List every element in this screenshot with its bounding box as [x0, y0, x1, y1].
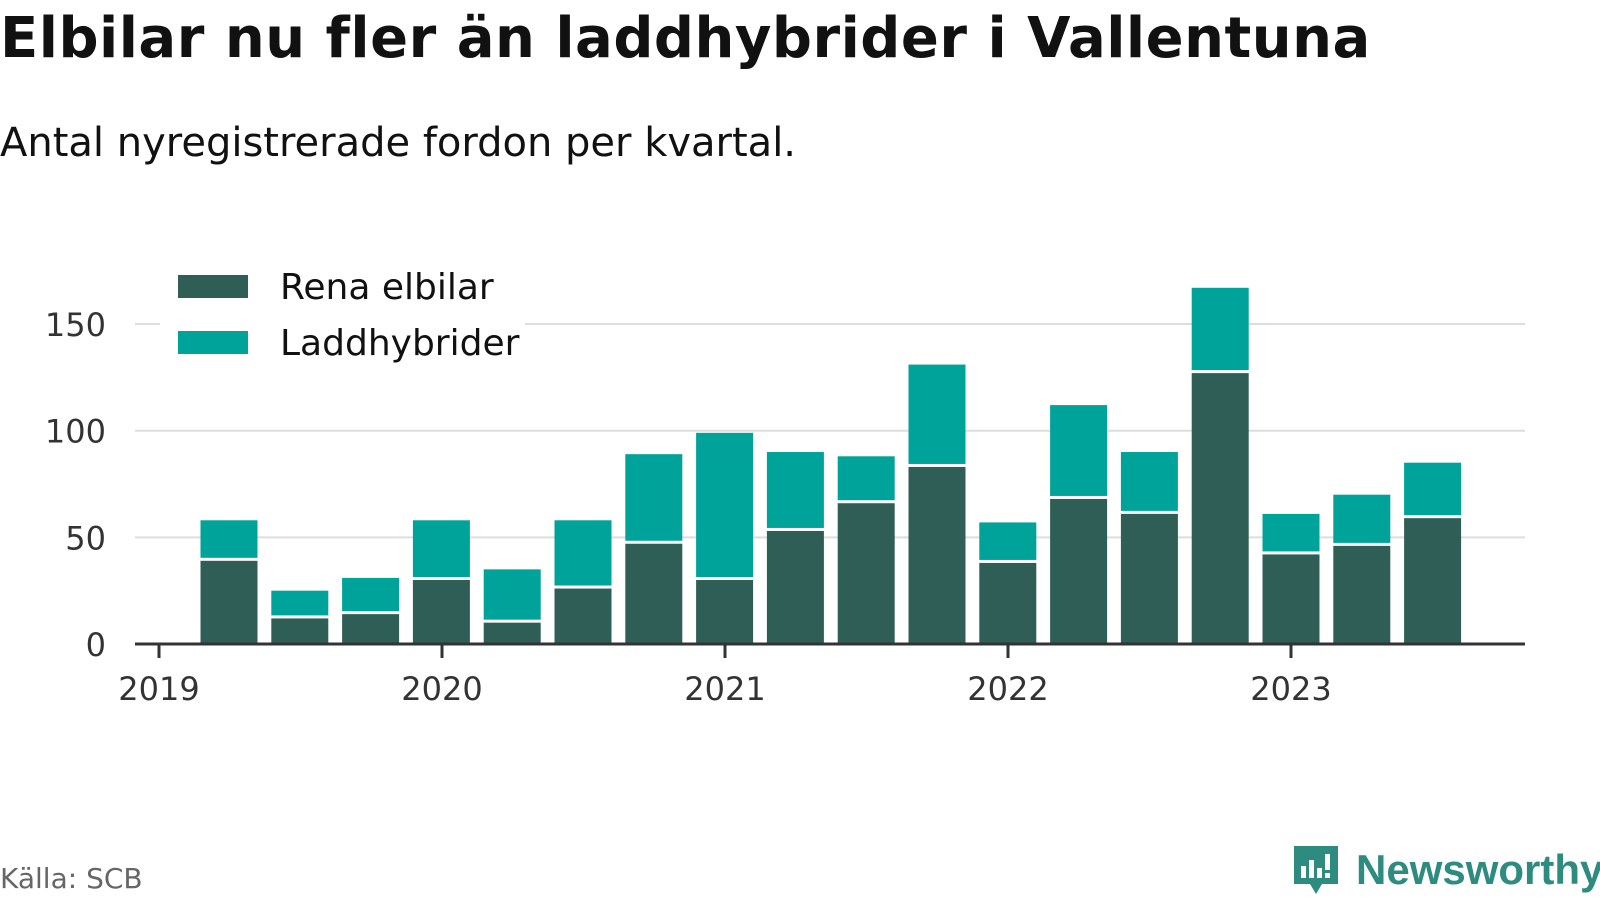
bar-rena-elbilar — [1191, 373, 1249, 644]
bar-laddhybrider — [1262, 513, 1320, 552]
bar-rena-elbilar — [412, 580, 470, 644]
bar-laddhybrider — [483, 569, 541, 620]
bar-laddhybrider — [837, 456, 895, 501]
bar-rena-elbilar — [1120, 513, 1178, 644]
y-tick-label: 100 — [45, 413, 106, 451]
bar-laddhybrider — [766, 452, 824, 528]
brand-name: Newsworthy — [1356, 846, 1600, 893]
bar-rena-elbilar — [200, 560, 258, 644]
bar-rena-elbilar — [1050, 498, 1108, 644]
bar-laddhybrider — [1120, 452, 1178, 511]
bar-rena-elbilar — [342, 614, 400, 644]
bar-laddhybrider — [271, 590, 329, 616]
x-tick-label: 2021 — [684, 670, 765, 708]
newsworthy-logo-icon — [1294, 846, 1338, 894]
bar-rena-elbilar — [837, 503, 895, 644]
legend-swatch — [178, 331, 248, 354]
bar-rena-elbilar — [271, 618, 329, 644]
bar-rena-elbilar — [483, 622, 541, 644]
legend: Rena elbilar Laddhybrider — [160, 258, 525, 378]
bar-laddhybrider — [696, 432, 754, 578]
stacked-bar-chart: 0 50 100 150 2019 2020 2021 2022 2023 Rena elbil… — [44, 258, 1525, 708]
bar-rena-elbilar — [1333, 545, 1391, 644]
bar-rena-elbilar — [1262, 554, 1320, 644]
axes: 0 50 100 150 2019 2020 2021 2022 2023 — [45, 306, 1525, 708]
x-tick-label: 2020 — [401, 670, 482, 708]
bar-laddhybrider — [1050, 405, 1108, 496]
y-tick-label: 0 — [86, 626, 106, 664]
source-note: Källa: SCB — [0, 862, 143, 895]
bar-laddhybrider — [554, 520, 612, 586]
bar-laddhybrider — [908, 364, 966, 464]
bar-rena-elbilar — [625, 543, 683, 644]
x-tick-label: 2019 — [118, 670, 199, 708]
bar-rena-elbilar — [979, 562, 1037, 644]
bar-laddhybrider — [1404, 462, 1462, 516]
bar-laddhybrider — [625, 454, 683, 541]
bar-rena-elbilar — [1404, 518, 1462, 644]
brand-logo: Newsworthy — [1290, 840, 1600, 900]
bars — [200, 287, 1462, 644]
legend-label: Laddhybrider — [280, 323, 520, 364]
bar-rena-elbilar — [554, 588, 612, 644]
bar-laddhybrider — [979, 522, 1037, 560]
bar-laddhybrider — [1333, 494, 1391, 543]
legend-swatch — [178, 275, 248, 298]
y-tick-label: 150 — [45, 306, 106, 344]
bar-rena-elbilar — [696, 580, 754, 644]
y-tick-label: 50 — [65, 519, 106, 557]
bar-rena-elbilar — [908, 466, 966, 644]
bar-laddhybrider — [342, 577, 400, 612]
bar-laddhybrider — [200, 520, 258, 558]
chart-subtitle: Antal nyregistrerade fordon per kvartal. — [0, 120, 797, 166]
x-tick-label: 2023 — [1250, 670, 1331, 708]
bar-rena-elbilar — [766, 530, 824, 644]
bar-laddhybrider — [412, 520, 470, 578]
legend-label: Rena elbilar — [280, 267, 494, 308]
bar-laddhybrider — [1191, 287, 1249, 371]
x-tick-label: 2022 — [967, 670, 1048, 708]
chart-title: Elbilar nu fler än laddhybrider i Vallen… — [0, 6, 1371, 71]
